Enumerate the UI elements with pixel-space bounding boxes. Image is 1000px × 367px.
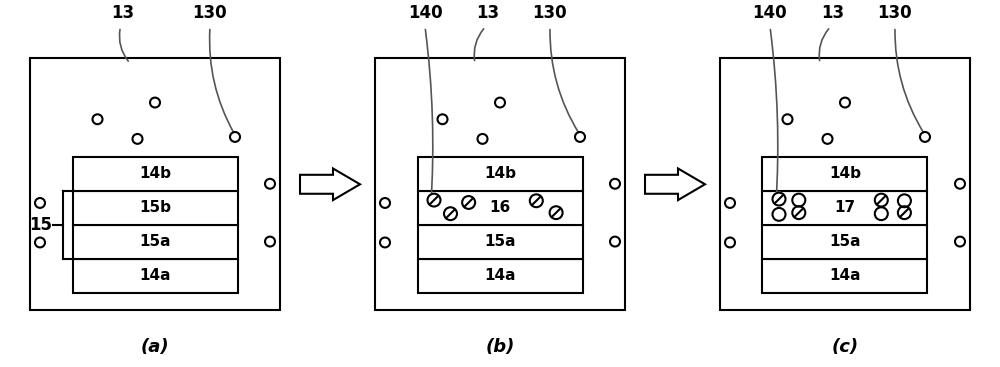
Text: 15: 15 [29, 215, 52, 233]
Bar [72, 157, 238, 190]
Text: 140: 140 [753, 4, 787, 22]
Circle shape [550, 206, 563, 219]
Text: 130: 130 [193, 4, 227, 22]
Bar [762, 259, 927, 292]
Bar [30, 58, 280, 310]
Text: 13: 13 [111, 4, 134, 22]
Text: 14a: 14a [484, 268, 516, 283]
Circle shape [428, 194, 440, 207]
Text: 15b: 15b [139, 200, 171, 215]
Bar [762, 225, 927, 259]
Text: 17: 17 [834, 200, 856, 215]
Bar [762, 157, 927, 190]
Bar [72, 190, 238, 225]
Text: (c): (c) [831, 338, 859, 356]
Bar [72, 225, 238, 259]
Text: 140: 140 [408, 4, 442, 22]
Text: 14b: 14b [139, 166, 171, 181]
Circle shape [462, 196, 475, 209]
Polygon shape [645, 168, 705, 200]
Circle shape [444, 207, 457, 220]
Bar [762, 190, 927, 225]
Text: 14a: 14a [139, 268, 171, 283]
Bar [720, 58, 970, 310]
Bar [375, 58, 625, 310]
Circle shape [792, 206, 805, 219]
Text: 13: 13 [821, 4, 844, 22]
Bar [418, 157, 582, 190]
Text: 15a: 15a [484, 234, 516, 249]
Text: (a): (a) [141, 338, 169, 356]
Text: 130: 130 [878, 4, 912, 22]
Text: 130: 130 [533, 4, 567, 22]
Circle shape [875, 194, 888, 207]
Text: 15a: 15a [139, 234, 171, 249]
Text: 15a: 15a [829, 234, 861, 249]
Text: 14a: 14a [829, 268, 861, 283]
Circle shape [898, 206, 911, 219]
Bar [418, 190, 582, 225]
Bar [72, 259, 238, 292]
Text: 13: 13 [476, 4, 499, 22]
Text: 14b: 14b [484, 166, 516, 181]
Text: (b): (b) [485, 338, 515, 356]
Circle shape [772, 193, 785, 206]
Bar [418, 225, 582, 259]
Circle shape [530, 195, 543, 207]
Polygon shape [300, 168, 360, 200]
Bar [418, 259, 582, 292]
Text: 14b: 14b [829, 166, 861, 181]
Text: 16: 16 [489, 200, 511, 215]
